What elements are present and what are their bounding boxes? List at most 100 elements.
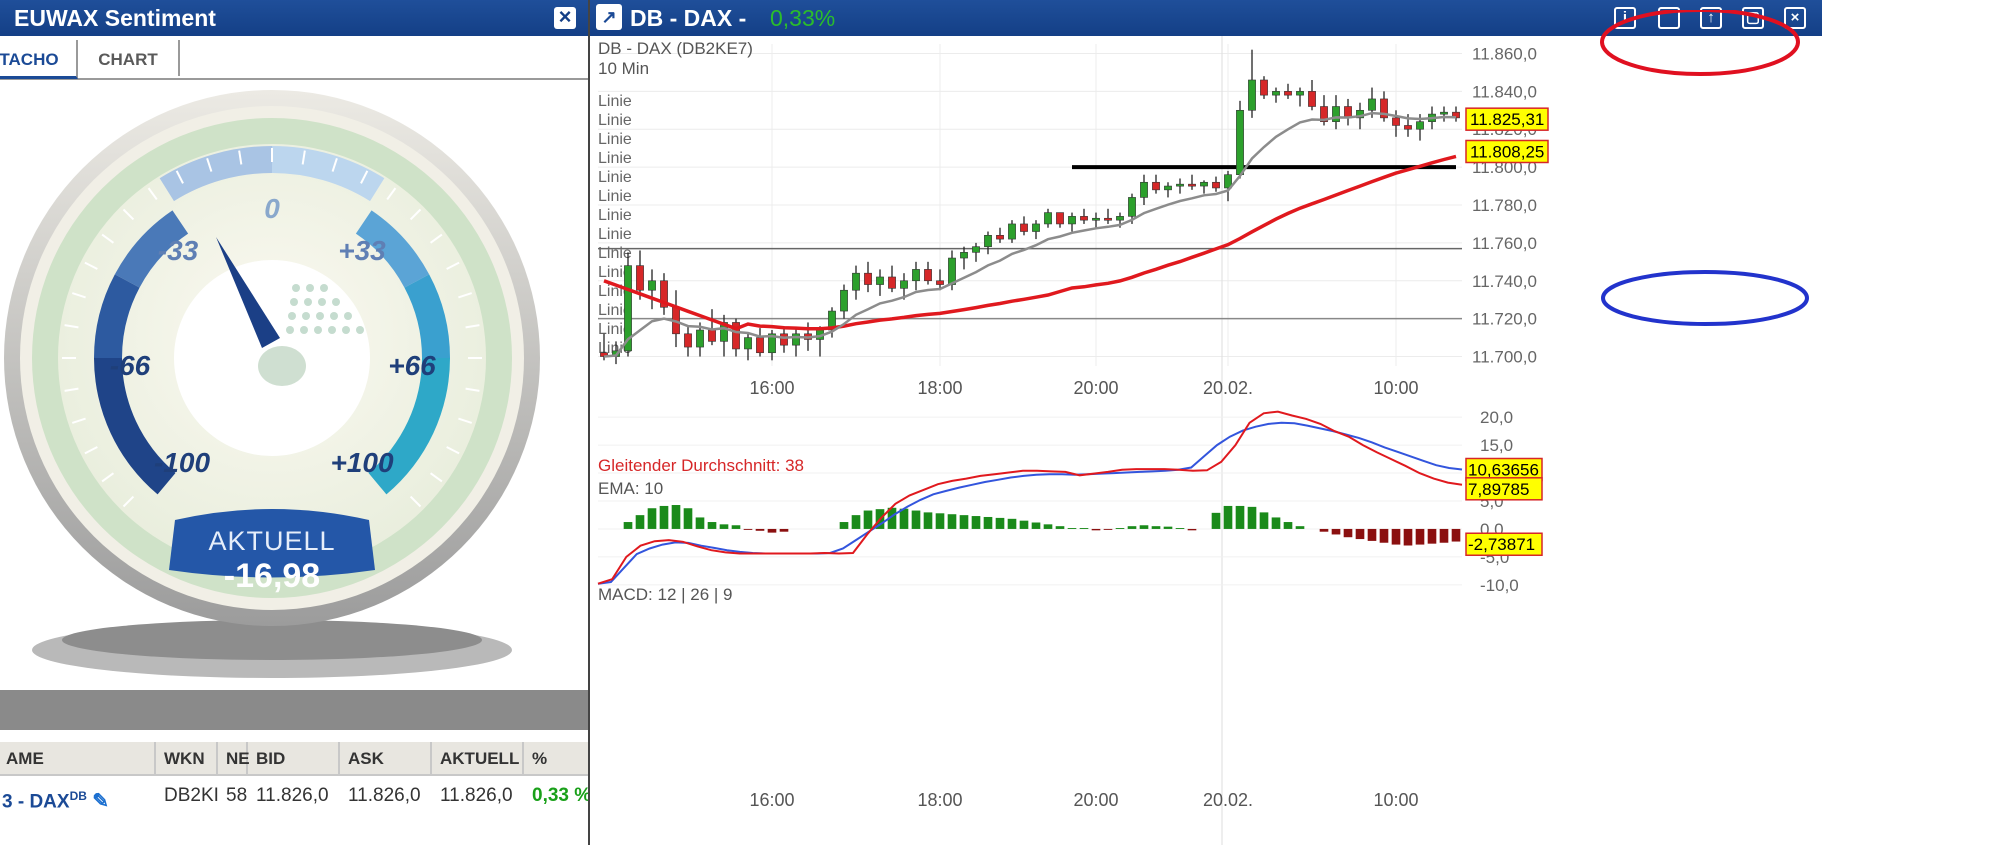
gauge-dot <box>292 284 300 292</box>
col-name[interactable]: AME <box>0 742 156 774</box>
macd-histogram-bar <box>1139 525 1149 529</box>
gauge-segment <box>272 146 385 202</box>
gauge-tick-mark <box>360 170 369 184</box>
chart-area[interactable]: Linie Linie Linie Linie Linie Linie Linie Linie… <box>590 36 1822 845</box>
candle-body <box>1080 216 1088 221</box>
macd-histogram-bar <box>1127 526 1137 529</box>
candle-body <box>1008 223 1016 240</box>
gauge-tick-minus100: -100 <box>154 447 210 478</box>
macd-histogram-bar <box>1451 528 1461 542</box>
gauge-tick-mark <box>465 324 480 329</box>
gauge-segment <box>94 274 140 358</box>
macd-histogram-bar <box>1175 528 1185 529</box>
gauge-tick-mark <box>147 187 158 201</box>
time-label: 20.02. <box>1203 378 1253 398</box>
macd-histogram-bar <box>659 505 669 529</box>
edit-pencil-icon[interactable]: ✎ <box>92 790 109 813</box>
current-value-plate <box>169 509 375 578</box>
row-ne: 58 <box>226 785 248 806</box>
row-ask: 11.826,0 <box>348 785 421 806</box>
col-ask[interactable]: ASK <box>340 742 432 774</box>
macd-histogram-bar <box>1079 528 1089 529</box>
macd-histogram-bar <box>683 508 693 529</box>
current-label: AKTUELL <box>208 526 335 556</box>
macd-histogram-bar <box>959 515 969 529</box>
price-tick: 11.860,0 <box>1472 44 1537 63</box>
candle-body <box>912 269 920 282</box>
tab-tacho[interactable]: TACHO <box>0 40 78 79</box>
col-aktuell[interactable]: AKTUELL <box>432 742 524 774</box>
price-tick: 11.780,0 <box>1472 196 1537 215</box>
linie-label: Linie <box>598 302 632 319</box>
candle-body <box>1284 91 1292 96</box>
annotation-overlay <box>1600 10 1809 326</box>
linie-label: Linie <box>598 93 632 110</box>
macd-histogram-bar <box>1043 524 1053 529</box>
gauge-tick-mark <box>64 324 79 329</box>
macd-histogram-bar <box>767 528 777 533</box>
col-wkn[interactable]: WKN <box>156 742 218 774</box>
candle-body <box>1368 98 1376 111</box>
price-marker-box <box>1465 139 1549 164</box>
gauge-tick-mark <box>458 417 473 424</box>
candle-body <box>1440 111 1448 115</box>
macd-histogram-bar <box>743 528 753 530</box>
row-name-text: 3 - DAX <box>2 791 70 813</box>
close-chart-icon[interactable]: × <box>1784 7 1806 29</box>
row-name[interactable]: 3 - DAXDB ✎ <box>0 776 156 816</box>
row-bid: 11.826,0 <box>256 785 329 806</box>
gauge-tick-minus33: -33 <box>158 235 199 266</box>
macd-histogram-bar <box>1379 528 1389 543</box>
candle-body <box>1308 91 1316 107</box>
linie-label: Linie <box>598 112 632 129</box>
macd-histogram-bar <box>1031 522 1041 529</box>
candle-body <box>1044 212 1052 225</box>
minimize-icon[interactable] <box>1658 7 1680 29</box>
interval-label: 10 Min <box>598 59 649 78</box>
gauge-tick-mark <box>71 292 86 299</box>
gauge-dot <box>302 312 310 320</box>
gauge-tick-plus100: +100 <box>330 447 393 478</box>
candle-body <box>864 272 872 285</box>
gauge-tick-mark <box>122 495 135 508</box>
col-pct[interactable]: % <box>532 749 548 768</box>
candle-body <box>996 235 1004 240</box>
macd-histogram-bar <box>779 528 789 532</box>
price-marker-label: 11.808,25 <box>1470 142 1544 161</box>
linie-label: Linie <box>598 188 632 205</box>
macd-histogram-bar <box>1319 528 1329 532</box>
detach-icon[interactable]: ↑ <box>1700 7 1722 29</box>
macd-histogram-bar <box>695 517 705 529</box>
close-icon[interactable]: × <box>554 6 576 29</box>
macd-histogram-bar <box>1331 528 1341 535</box>
candle-body <box>1272 91 1280 96</box>
candle-body <box>744 337 752 350</box>
macd-histogram-bar <box>899 508 909 529</box>
table-row[interactable]: 3 - DAXDB ✎ DB2KI 58 11.826,0 11.826,0 1… <box>0 776 588 816</box>
macd-marker-box <box>1465 477 1543 501</box>
candle-body <box>1020 223 1028 232</box>
ema10-line <box>603 111 1457 358</box>
candle-body <box>828 310 836 331</box>
col-ne[interactable]: NE <box>218 742 250 774</box>
tab-chart[interactable]: CHART <box>78 40 180 76</box>
macd-histogram-bar <box>1283 522 1293 529</box>
candle-body <box>1176 183 1184 187</box>
candle-body <box>1116 216 1124 221</box>
row-aktuell: 11.826,0 <box>440 785 513 806</box>
gauge-tick-mark <box>429 233 443 244</box>
macd-histogram-bar <box>707 522 717 529</box>
chart-change: 0,33% <box>770 5 836 31</box>
ma38-line <box>603 154 1457 331</box>
gauge-dot <box>342 326 350 334</box>
candle-body <box>708 329 716 342</box>
candle-body <box>1404 125 1412 130</box>
col-bid[interactable]: BID <box>248 742 340 774</box>
time-label: 20:00 <box>1073 790 1118 810</box>
gauge-tick-mark <box>84 261 98 270</box>
row-wkn: DB2KI <box>164 785 218 806</box>
macd-histogram-bar <box>1163 526 1173 529</box>
candle-body <box>1104 217 1112 221</box>
linie-label: Linie <box>598 321 632 338</box>
gauge-tick-mark <box>122 208 135 221</box>
